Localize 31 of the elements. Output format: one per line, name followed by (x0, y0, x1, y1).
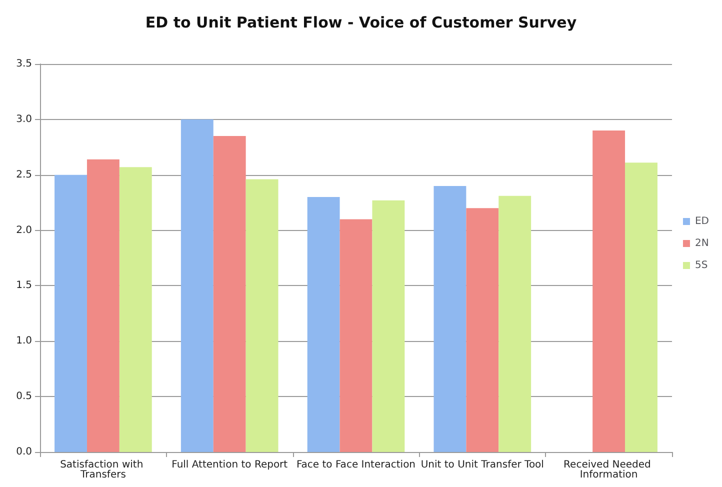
y-tick-label: 0.0 (16, 446, 32, 458)
bar (625, 162, 658, 452)
y-tick-label: 2.0 (16, 224, 32, 236)
x-tick-label: Unit to Unit Transfer Tool (420, 460, 544, 470)
bar (372, 200, 405, 452)
x-tick-label: Face to Face Interaction (296, 460, 416, 470)
bar (119, 167, 152, 452)
bar (213, 136, 246, 452)
bar (246, 179, 278, 452)
y-tick-label: 2.5 (16, 169, 32, 180)
bar (307, 197, 340, 452)
legend-label: 2N (694, 238, 709, 249)
chart-title: ED to Unit Patient Flow - Voice of Customer Survey (145, 14, 577, 32)
x-tick-label: Satisfaction with Transfers (60, 460, 146, 480)
bar (340, 219, 372, 452)
legend-label: 5S (694, 260, 708, 271)
x-tick-label: Received Needed Information (564, 460, 654, 480)
y-tick-label: 3.0 (16, 114, 32, 125)
legend-label: ED (694, 216, 710, 227)
y-tick-label: 3.5 (16, 58, 32, 70)
y-tick-label: 0.5 (16, 391, 32, 402)
y-tick-label: 1.5 (16, 280, 32, 292)
bar (498, 196, 532, 452)
y-tick-label: 1.0 (16, 336, 32, 347)
bar (592, 130, 626, 452)
bar (86, 159, 120, 452)
bar (54, 174, 87, 452)
bar (466, 208, 499, 452)
bar (180, 119, 214, 452)
bar (434, 186, 466, 452)
x-tick-label: Full Attention to Report (172, 460, 288, 470)
